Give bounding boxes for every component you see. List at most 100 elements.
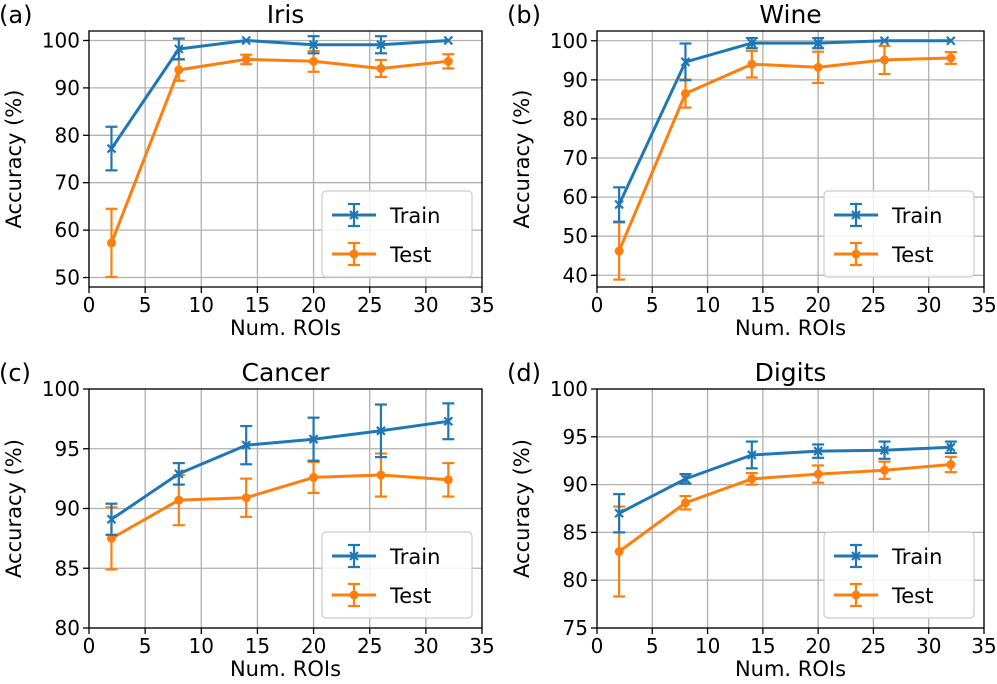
x-marker-stroke xyxy=(813,446,823,456)
y-tick-label: 50 xyxy=(55,266,80,290)
y-tick-label: 80 xyxy=(563,107,588,131)
legend-marker xyxy=(349,551,359,561)
data-point-test xyxy=(614,547,624,557)
legend-marker xyxy=(349,249,359,259)
plot-frame xyxy=(596,30,985,288)
legend-label: Test xyxy=(389,584,431,608)
chart-title: Wine xyxy=(759,0,821,29)
legend: Train Test xyxy=(823,190,975,278)
x-marker-stroke xyxy=(376,426,386,436)
legend: Train Test xyxy=(823,531,975,619)
y-tick-label: 100 xyxy=(550,377,588,401)
y-tick-label: 100 xyxy=(42,377,80,401)
data-point-train xyxy=(241,35,251,46)
y-tick-label: 95 xyxy=(563,425,588,449)
data-point-train xyxy=(308,434,319,444)
x-tick-label: 5 xyxy=(139,293,152,317)
data-point-test xyxy=(747,59,757,69)
x-tick-label: 5 xyxy=(139,634,152,658)
legend-label: Train xyxy=(891,545,942,569)
chart-panel-4: 0 5 10 15 20 25 30 35 75 80 85 90 95 100 Num. ROIs Accu… xyxy=(507,358,997,681)
x-marker-stroke xyxy=(747,38,757,48)
x-tick-label: 35 xyxy=(469,634,494,658)
legend-label: Test xyxy=(389,243,431,267)
x-tick-label: 15 xyxy=(245,293,270,317)
series-line-train xyxy=(110,39,449,150)
legend-label: Train xyxy=(389,204,440,228)
plot-frame xyxy=(88,30,483,288)
y-tick-label: 100 xyxy=(42,28,80,52)
data-point-train xyxy=(747,450,757,460)
x-marker-stroke xyxy=(443,416,454,427)
x-tick-label: 10 xyxy=(695,634,720,658)
data-point-test xyxy=(813,62,823,72)
x-marker-stroke xyxy=(946,442,956,453)
data-point-test xyxy=(106,533,116,543)
x-marker-stroke xyxy=(813,38,823,48)
x-tick-label: 0 xyxy=(591,293,604,317)
series-line-test xyxy=(617,56,951,252)
data-point-train xyxy=(174,44,184,54)
legend-marker xyxy=(349,590,359,600)
x-tick-label: 15 xyxy=(750,293,775,317)
x-marker-stroke xyxy=(174,44,184,54)
data-point-train xyxy=(106,143,117,154)
x-marker-stroke xyxy=(174,469,184,479)
data-point-train xyxy=(747,38,757,48)
legend-marker xyxy=(851,210,861,220)
data-point-train xyxy=(376,426,386,436)
y-tick-label: 90 xyxy=(55,497,80,521)
x-tick-label: 0 xyxy=(591,634,604,658)
x-marker-stroke xyxy=(946,35,956,46)
y-tick-label: 90 xyxy=(563,68,588,92)
x-tick-label: 35 xyxy=(971,634,996,658)
x-tick-label: 15 xyxy=(750,634,775,658)
legend-item-test: Test xyxy=(834,241,933,267)
data-point-test xyxy=(680,89,690,99)
legend: Train Test xyxy=(321,190,473,278)
data-point-train xyxy=(813,38,823,48)
series-line-train xyxy=(618,445,951,515)
x-axis-label: Num. ROIs xyxy=(230,657,341,681)
data-point-train xyxy=(879,35,890,46)
x-tick-label: 20 xyxy=(805,634,830,658)
chart-panel-1: 0 5 10 15 20 25 30 35 50 60 70 80 90 100 Num. ROIs Accu… xyxy=(0,0,495,340)
panel-label: (a) xyxy=(0,1,32,29)
y-tick-label: 60 xyxy=(55,218,80,242)
data-point-test xyxy=(376,470,386,480)
data-point-test xyxy=(106,238,116,248)
panel-label: (d) xyxy=(507,359,541,387)
panel-label: (b) xyxy=(507,1,541,29)
x-tick-label: 20 xyxy=(805,293,830,317)
series-line-train xyxy=(110,419,449,521)
data-point-train xyxy=(241,440,251,450)
x-axis-label: Num. ROIs xyxy=(230,316,341,340)
legend-item-train: Train xyxy=(834,543,942,569)
data-point-test xyxy=(376,63,386,73)
x-tick-label: 0 xyxy=(83,293,96,317)
y-tick-label: 70 xyxy=(563,146,588,170)
data-point-train xyxy=(614,508,624,519)
x-tick-label: 20 xyxy=(301,634,326,658)
data-point-test xyxy=(443,475,453,485)
x-marker-stroke xyxy=(241,440,251,450)
x-tick-label: 30 xyxy=(413,293,438,317)
x-marker-stroke xyxy=(614,508,624,519)
legend-item-train: Train xyxy=(332,202,440,228)
x-marker-stroke xyxy=(680,57,691,67)
x-tick-label: 5 xyxy=(646,634,659,658)
chart-title: Cancer xyxy=(241,358,330,387)
data-point-train xyxy=(680,57,691,67)
chart-panel-2: 0 5 10 15 20 25 30 35 40 50 60 70 80 90 100 Num. ROIs Ac… xyxy=(507,0,997,340)
legend-label: Test xyxy=(891,243,933,267)
data-point-test xyxy=(946,53,956,63)
legend-label: Train xyxy=(389,545,440,569)
legend-item-test: Test xyxy=(834,582,933,608)
x-tick-label: 30 xyxy=(916,293,941,317)
data-point-train xyxy=(106,514,117,525)
y-tick-label: 60 xyxy=(563,185,588,209)
data-point-test xyxy=(241,54,251,64)
x-marker-stroke xyxy=(680,474,691,484)
data-point-train xyxy=(308,39,319,50)
